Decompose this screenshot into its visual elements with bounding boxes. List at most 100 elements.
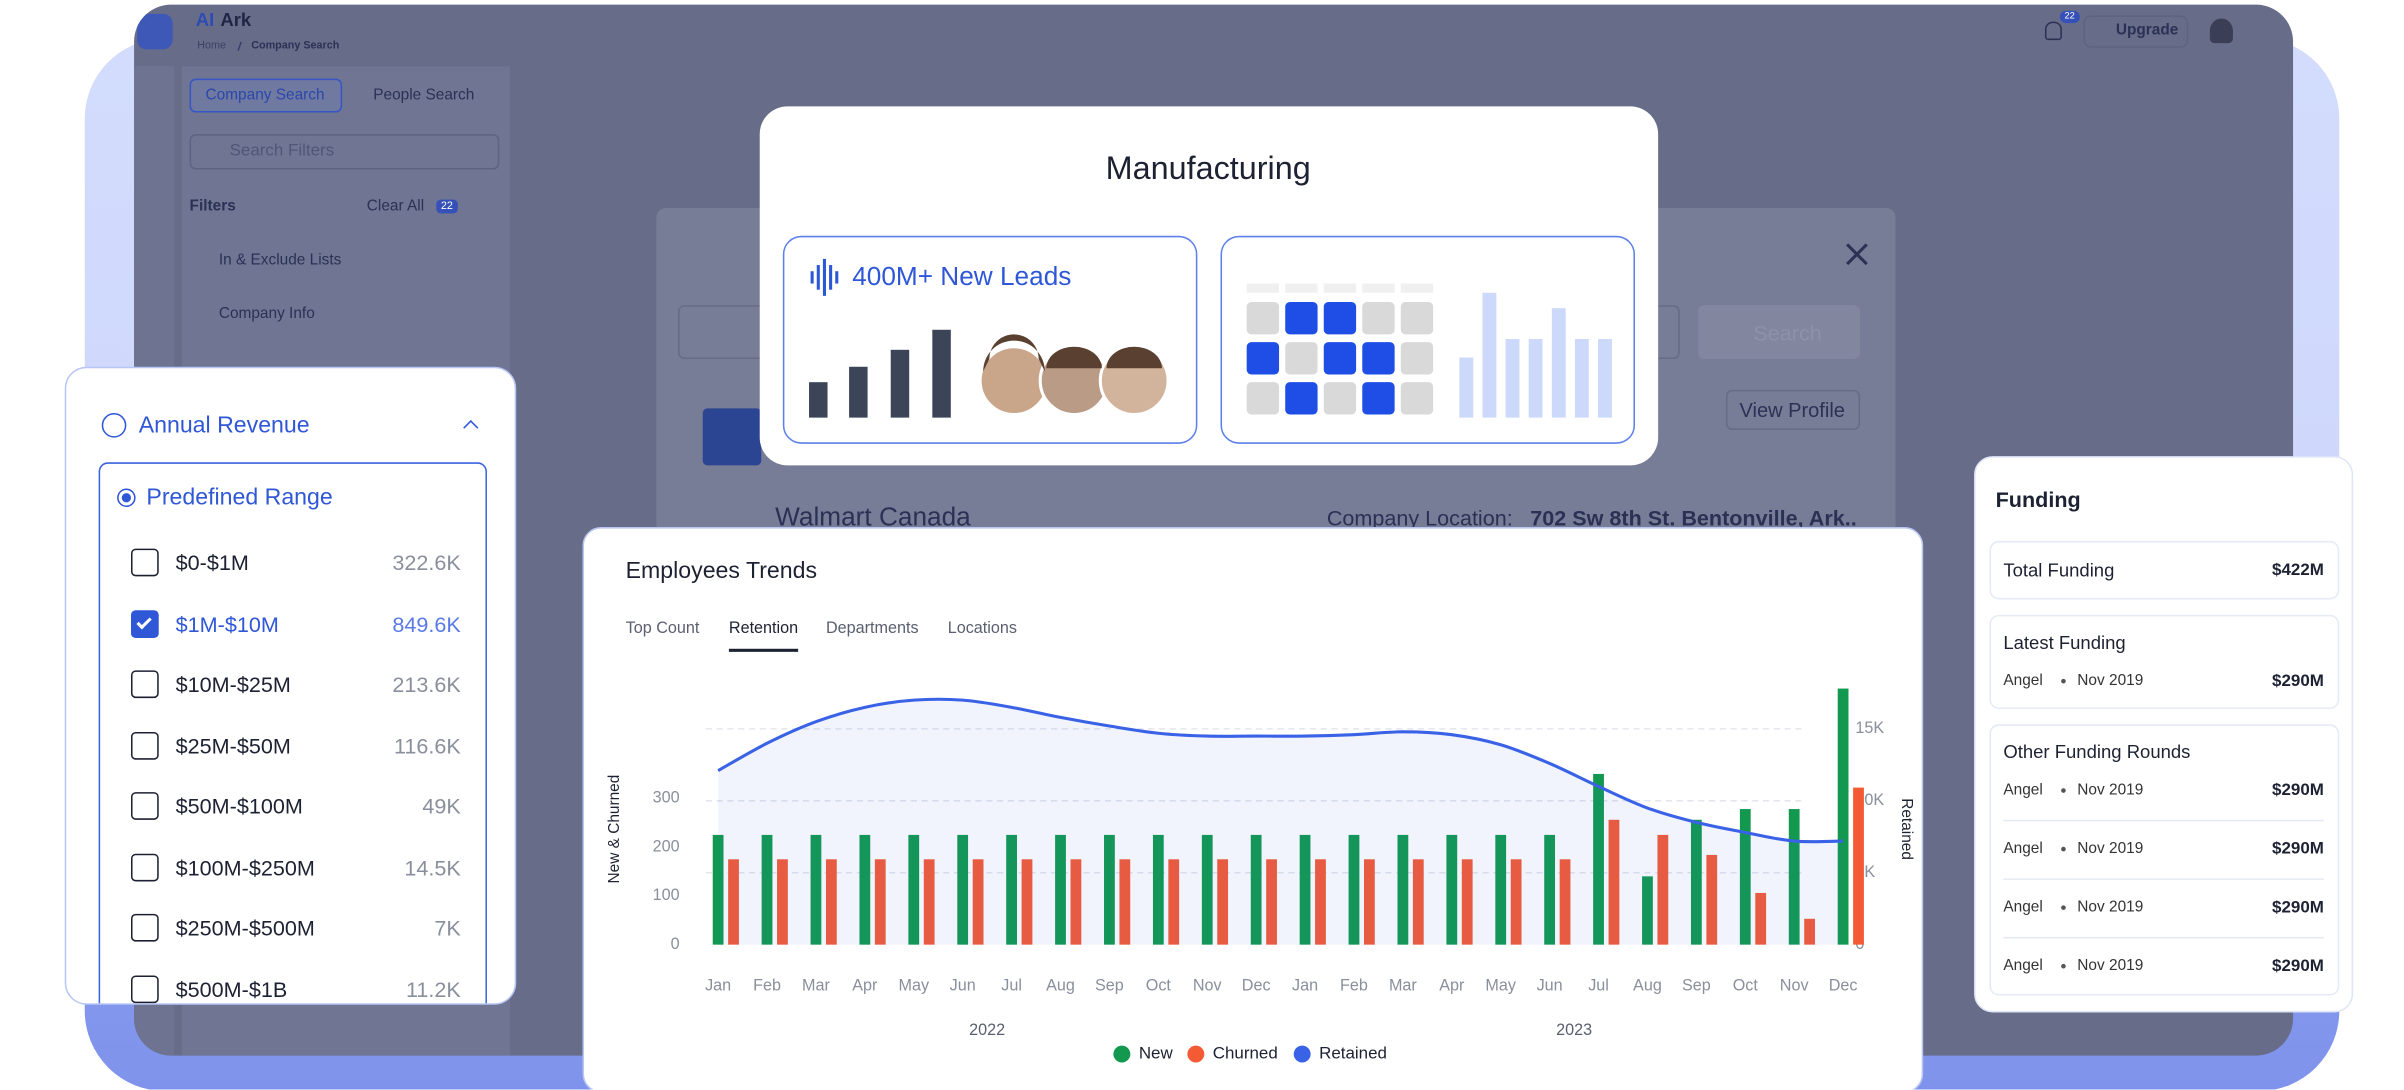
bell[interactable] [2044, 21, 2062, 41]
x-tick-label: May [1485, 977, 1516, 995]
separator [2061, 963, 2066, 969]
bar [1397, 834, 1409, 945]
breadcrumb-home: Home [197, 40, 227, 52]
total-box [1989, 540, 2340, 600]
search-button-label: Search [1753, 320, 1822, 346]
chart-tab[interactable]: Departments [826, 619, 919, 637]
legend-swatch [1293, 1045, 1311, 1063]
upgrade-button[interactable] [2083, 15, 2189, 48]
collapse-chevron[interactable] [463, 420, 479, 436]
y-axis-title: New & Churned [606, 775, 623, 884]
x-tick-label: Mar [802, 977, 830, 995]
search-box[interactable] [189, 134, 500, 170]
round-date: Nov 2019 [2077, 840, 2144, 858]
chart-title: Employees Trends [626, 557, 817, 583]
round-value: $290M [2272, 839, 2324, 859]
revenue-title: Annual Revenue [138, 412, 310, 439]
checkbox[interactable] [130, 548, 159, 577]
checkbox[interactable] [130, 670, 159, 699]
checkbox[interactable] [130, 852, 159, 881]
location-label: Company Location: [1326, 505, 1513, 531]
bar [1070, 859, 1082, 945]
x-tick-label: Apr [852, 977, 878, 995]
latest-round: Angel [2003, 672, 2043, 690]
filter-group[interactable]: In & Exclude Lists [218, 251, 342, 269]
round-name: Angel [2003, 957, 2043, 975]
bar [1168, 859, 1180, 945]
round-value: $290M [2272, 781, 2324, 800]
upgrade-label: Upgrade [2115, 22, 2179, 40]
y-tick-label: 300 [653, 789, 680, 807]
chart-tab[interactable]: Retention [729, 619, 798, 637]
round-date: Nov 2019 [2077, 957, 2144, 975]
people-search-tab-label[interactable]: People Search [373, 87, 475, 105]
x-tick-label: Oct [1146, 977, 1172, 995]
bar [1299, 834, 1311, 945]
bar [1837, 688, 1849, 945]
legend-swatch [1187, 1045, 1205, 1063]
bar [1608, 819, 1620, 945]
bar [1266, 859, 1277, 945]
chart-tab[interactable]: Top Count [626, 619, 700, 637]
company-search-tab[interactable] [189, 78, 343, 113]
year-label: 2022 [969, 1021, 1005, 1039]
clear-all[interactable]: Clear All [366, 198, 425, 215]
bar [1201, 834, 1213, 945]
range-label: $10M-$25M [175, 671, 291, 697]
range-label: $25M-$50M [175, 732, 291, 758]
manufacturing-title: Manufacturing [1105, 151, 1311, 187]
bar [1706, 854, 1718, 945]
bar [874, 859, 886, 945]
range-count: 849.6K [392, 611, 461, 636]
x-tick-label: Mar [1389, 977, 1417, 995]
bar [1657, 834, 1669, 945]
range-label: $100M-$250M [175, 854, 315, 880]
checkbox[interactable] [130, 792, 159, 820]
trends-card: Employees Trends New & Churned Retained … [582, 527, 1924, 1090]
view-profile-button[interactable] [1725, 389, 1861, 430]
decor [809, 258, 1612, 418]
filter-group[interactable]: Company Info [218, 305, 315, 323]
bar [728, 859, 739, 945]
round-value: $290M [2272, 956, 2324, 976]
line [717, 697, 1844, 844]
location: 702 Sw 8th St. Bentonville, Ark.. [1530, 505, 1857, 531]
legend-swatch [1113, 1045, 1131, 1063]
round-date: Nov 2019 [2077, 782, 2144, 800]
x-tick-label: Jan [1292, 977, 1318, 995]
x-tick-label: Jun [1537, 977, 1563, 995]
checkbox[interactable] [130, 609, 159, 638]
checkbox[interactable] [130, 913, 159, 942]
range-count: 49K [422, 793, 461, 819]
bar [1755, 892, 1767, 945]
y-tick-label: 200 [653, 837, 680, 855]
breadcrumb-current: Company Search [251, 40, 340, 52]
dollar-icon [101, 412, 127, 438]
total-value: $422M [2272, 560, 2324, 580]
latest-box [1989, 614, 2340, 709]
range-box [98, 462, 487, 1004]
checkbox[interactable] [130, 731, 159, 759]
legend-label: New [1139, 1044, 1174, 1063]
bar [825, 859, 837, 945]
avatar[interactable] [2209, 18, 2233, 44]
x-tick-label: Jan [705, 977, 731, 995]
range-label: $0-$1M [175, 550, 249, 575]
chart-tab[interactable]: Locations [948, 619, 1017, 637]
brand-prefix: AI [195, 9, 215, 31]
check-mark [136, 613, 152, 629]
manufacturing-card: Manufacturing 400M+ New Leads [759, 106, 1659, 466]
range-label: $50M-$100M [175, 793, 303, 819]
bar [1119, 859, 1131, 945]
bar [1510, 859, 1522, 945]
bar [761, 834, 773, 945]
search-button[interactable] [1698, 305, 1861, 360]
bar [1544, 834, 1556, 945]
separator [2061, 788, 2066, 793]
checkbox[interactable] [130, 974, 159, 1003]
other-box [1989, 724, 2340, 996]
radio[interactable] [117, 488, 136, 507]
x-tick-label: Jun [950, 977, 976, 995]
company-search-tab-label: Company Search [205, 87, 325, 105]
search-placeholder: Search Filters [229, 141, 335, 161]
